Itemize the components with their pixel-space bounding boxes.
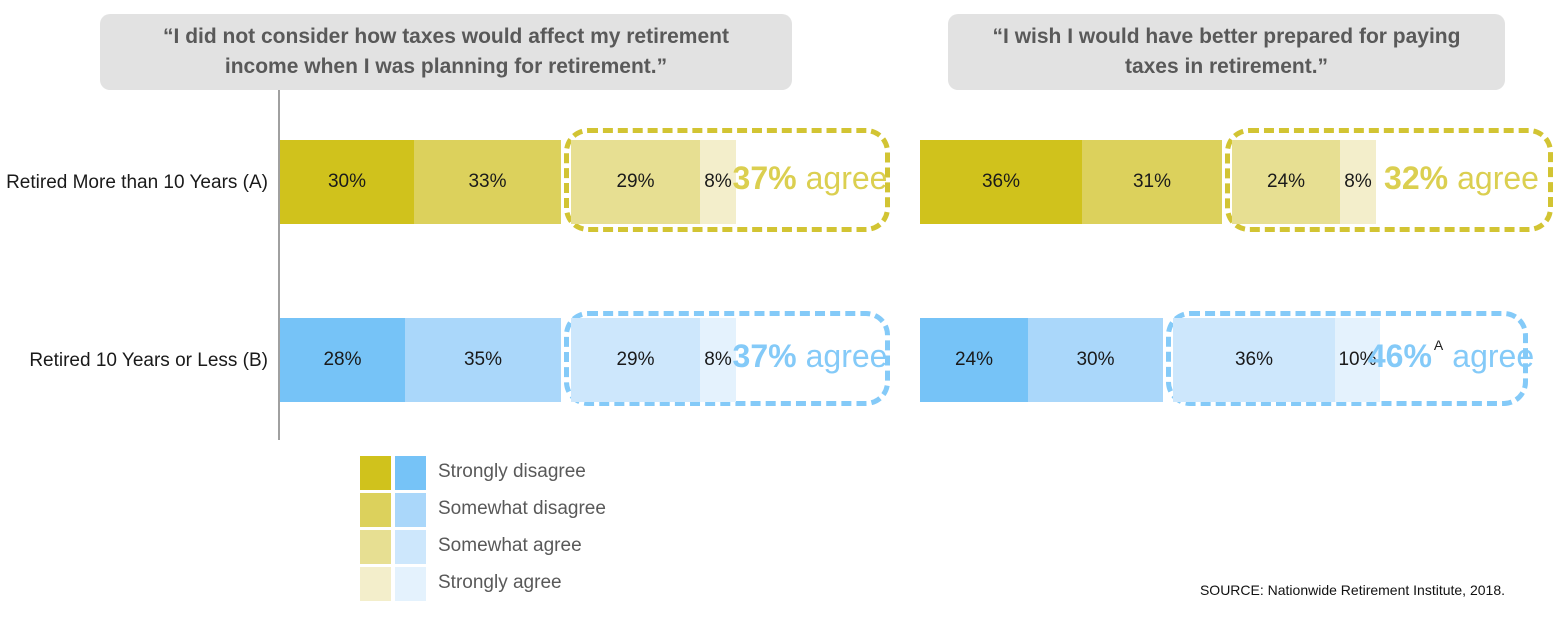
legend-swatch-blue — [395, 456, 426, 490]
legend-swatch-yellow — [360, 456, 391, 490]
bar-value-label: 29% — [616, 171, 655, 192]
legend-label: Strongly disagree — [438, 461, 586, 482]
bar-value-label: 24% — [954, 349, 994, 370]
legend-swatch-blue — [395, 530, 426, 564]
question-box-right: “I wish I would have better prepared for… — [948, 14, 1505, 90]
bar-value-label: 8% — [704, 171, 732, 192]
row-label-retired-less-10: Retired 10 Years or Less (B) — [29, 350, 268, 371]
bar-segment-somewhat-disagree: 33% — [414, 140, 561, 224]
legend-swatch-yellow — [360, 530, 391, 564]
bar-value-label: 30% — [1076, 349, 1115, 370]
agree-percent: 37% — [732, 160, 797, 196]
agree-percent: 32% — [1384, 160, 1449, 196]
bar-value-label: 31% — [1132, 171, 1172, 192]
bar-segment-somewhat-agree: 24% — [1232, 140, 1340, 224]
bar-value-label: 24% — [1266, 171, 1306, 192]
agree-annotation: 37% agree — [733, 160, 888, 197]
category-axis-line — [278, 90, 280, 440]
legend-label: Somewhat agree — [438, 535, 582, 556]
bar-segment-somewhat-disagree: 35% — [405, 318, 561, 402]
agree-annotation: 32% agree — [1384, 160, 1539, 197]
bar-segment-strongly-disagree: 28% — [280, 318, 405, 402]
bar-value-label: 29% — [616, 349, 655, 370]
legend-swatch-blue — [395, 493, 426, 527]
agree-word: agree — [805, 338, 888, 374]
bar-segment-strongly-disagree: 30% — [280, 140, 414, 224]
bar-segment-somewhat-disagree: 30% — [1028, 318, 1163, 402]
bar-segment-strongly-agree: 8% — [700, 318, 736, 402]
agree-word: agree — [805, 160, 888, 196]
bar-value-label: 36% — [1234, 349, 1274, 370]
bar-value-label: 28% — [323, 349, 362, 370]
agree-word: agree — [1457, 160, 1539, 196]
bar-segment-strongly-agree: 10% — [1335, 318, 1380, 402]
bar-segment-somewhat-agree: 29% — [571, 318, 700, 402]
agree-annotation: 37% agree — [733, 338, 888, 375]
bar-value-label: 36% — [981, 171, 1021, 192]
bar-value-label: 8% — [704, 349, 732, 370]
agree-percent: 37% — [732, 338, 797, 374]
agree-percent: 46% — [1367, 338, 1432, 374]
agree-word: agree — [1452, 338, 1535, 374]
legend-swatch-blue — [395, 567, 426, 601]
legend-label: Strongly agree — [438, 572, 562, 593]
source-note: SOURCE: Nationwide Retirement Institute,… — [1199, 582, 1505, 598]
question-box-left: “I did not consider how taxes would affe… — [100, 14, 792, 90]
bar-segment-strongly-disagree: 36% — [920, 140, 1082, 224]
row-label-retired-more-10: Retired More than 10 Years (A) — [6, 172, 268, 193]
bar-segment-somewhat-disagree: 31% — [1082, 140, 1222, 224]
bar-value-label: 35% — [463, 349, 503, 370]
bar-segment-strongly-agree: 8% — [1340, 140, 1376, 224]
bar-segment-strongly-agree: 8% — [700, 140, 736, 224]
bar-value-label: 30% — [327, 171, 367, 192]
bar-value-label: 10% — [1338, 349, 1377, 370]
bar-segment-somewhat-agree: 29% — [571, 140, 700, 224]
bar-segment-somewhat-agree: 36% — [1173, 318, 1335, 402]
legend-swatch-yellow — [360, 567, 391, 601]
question-quote-left: “I did not consider how taxes would affe… — [163, 24, 729, 78]
bar-value-label: 8% — [1344, 171, 1372, 192]
bar-segment-strongly-disagree: 24% — [920, 318, 1028, 402]
legend-label: Somewhat disagree — [438, 498, 606, 519]
bar-value-label: 33% — [468, 171, 507, 192]
superscript-a: A — [1433, 337, 1444, 353]
question-quote-right: “I wish I would have better prepared for… — [992, 24, 1461, 78]
legend-swatch-yellow — [360, 493, 391, 527]
